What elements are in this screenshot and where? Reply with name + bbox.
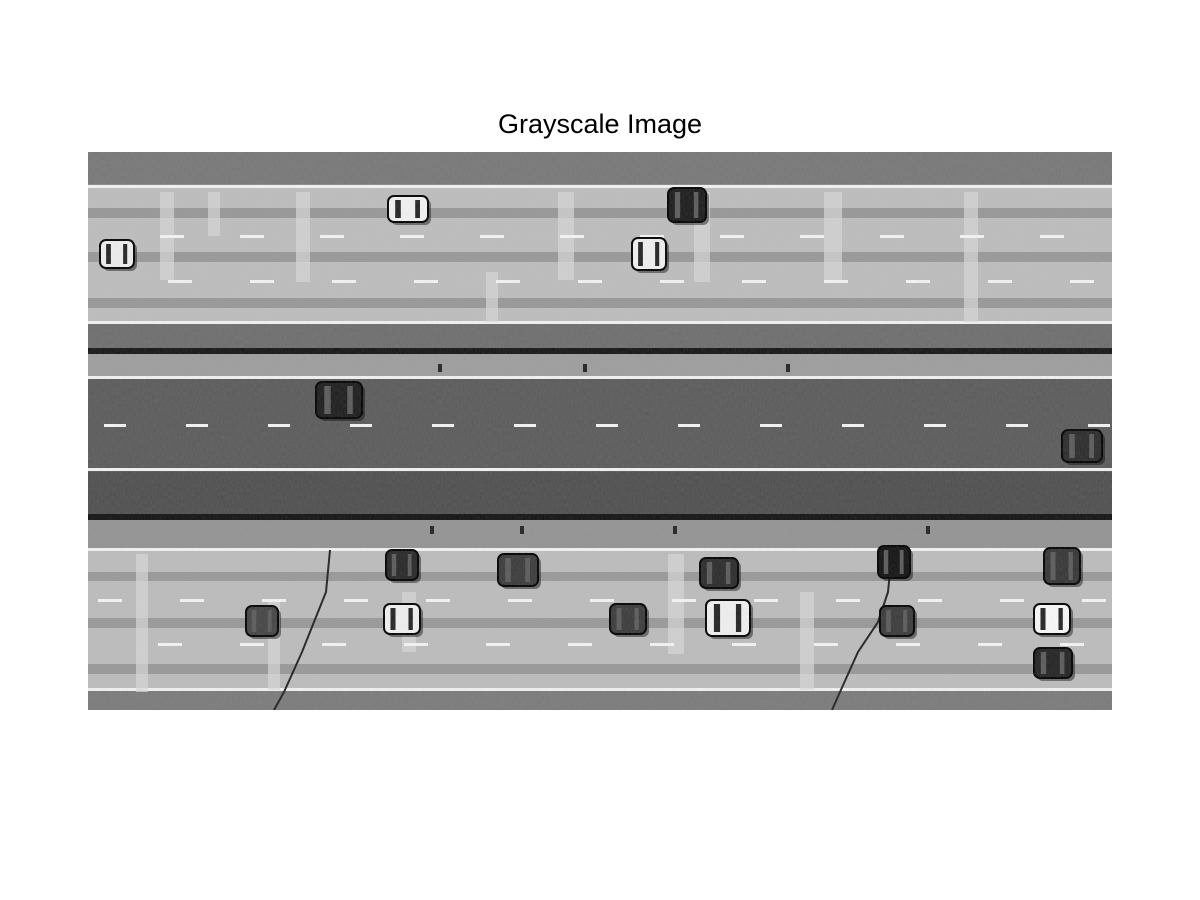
highway-aerial-photo — [88, 152, 1112, 710]
figure-title: Grayscale Image — [497, 109, 703, 139]
grayscale-image — [88, 152, 1112, 710]
